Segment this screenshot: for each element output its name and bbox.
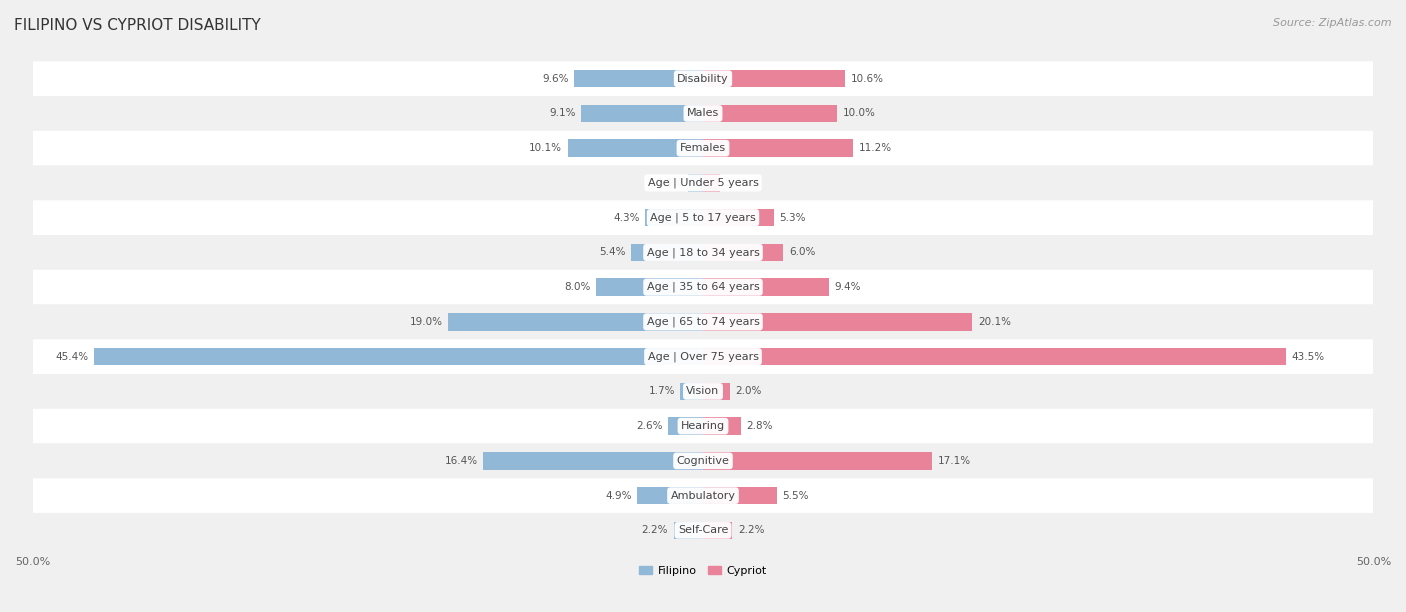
Bar — [703, 487, 776, 504]
Bar — [568, 140, 703, 157]
Text: 6.0%: 6.0% — [789, 247, 815, 258]
Text: 8.0%: 8.0% — [564, 282, 591, 292]
Text: 10.6%: 10.6% — [851, 73, 883, 84]
Text: 2.2%: 2.2% — [738, 525, 765, 536]
Bar — [484, 452, 703, 469]
Bar — [574, 70, 703, 88]
FancyBboxPatch shape — [32, 200, 1374, 235]
Text: Source: ZipAtlas.com: Source: ZipAtlas.com — [1274, 18, 1392, 28]
Text: 4.3%: 4.3% — [613, 212, 640, 223]
Text: FILIPINO VS CYPRIOT DISABILITY: FILIPINO VS CYPRIOT DISABILITY — [14, 18, 260, 34]
Bar — [703, 382, 730, 400]
Text: Disability: Disability — [678, 73, 728, 84]
Bar — [681, 382, 703, 400]
Text: 9.1%: 9.1% — [550, 108, 575, 119]
Text: 10.1%: 10.1% — [529, 143, 562, 153]
Legend: Filipino, Cypriot: Filipino, Cypriot — [634, 561, 772, 580]
Text: 9.4%: 9.4% — [834, 282, 860, 292]
Text: 1.3%: 1.3% — [725, 178, 752, 188]
Text: Age | 18 to 34 years: Age | 18 to 34 years — [647, 247, 759, 258]
Bar — [703, 452, 932, 469]
Text: 16.4%: 16.4% — [444, 456, 478, 466]
Text: 19.0%: 19.0% — [411, 317, 443, 327]
Text: Age | 35 to 64 years: Age | 35 to 64 years — [647, 282, 759, 293]
Text: Age | 5 to 17 years: Age | 5 to 17 years — [650, 212, 756, 223]
Bar — [703, 521, 733, 539]
Text: Vision: Vision — [686, 386, 720, 397]
FancyBboxPatch shape — [32, 61, 1374, 96]
Bar — [703, 105, 837, 122]
Bar — [673, 521, 703, 539]
Bar — [703, 140, 853, 157]
Text: 10.0%: 10.0% — [842, 108, 876, 119]
Text: 2.6%: 2.6% — [637, 421, 662, 431]
Bar — [703, 417, 741, 435]
Bar — [703, 313, 973, 330]
Bar — [631, 244, 703, 261]
Bar — [581, 105, 703, 122]
FancyBboxPatch shape — [32, 131, 1374, 166]
FancyBboxPatch shape — [32, 235, 1374, 270]
Text: 1.1%: 1.1% — [657, 178, 683, 188]
Text: Males: Males — [688, 108, 718, 119]
FancyBboxPatch shape — [32, 270, 1374, 305]
Text: 11.2%: 11.2% — [859, 143, 891, 153]
FancyBboxPatch shape — [32, 339, 1374, 374]
Text: Age | 65 to 74 years: Age | 65 to 74 years — [647, 316, 759, 327]
Bar — [703, 278, 830, 296]
Bar — [689, 174, 703, 192]
Bar — [703, 174, 720, 192]
Text: 20.1%: 20.1% — [977, 317, 1011, 327]
Bar — [94, 348, 703, 365]
Text: Ambulatory: Ambulatory — [671, 491, 735, 501]
FancyBboxPatch shape — [32, 96, 1374, 131]
Text: Age | Over 75 years: Age | Over 75 years — [648, 351, 758, 362]
Text: Self-Care: Self-Care — [678, 525, 728, 536]
FancyBboxPatch shape — [32, 478, 1374, 513]
FancyBboxPatch shape — [32, 409, 1374, 444]
Text: Age | Under 5 years: Age | Under 5 years — [648, 177, 758, 188]
Bar — [703, 209, 775, 226]
Text: 5.5%: 5.5% — [782, 491, 808, 501]
Text: Cognitive: Cognitive — [676, 456, 730, 466]
Text: 45.4%: 45.4% — [56, 352, 89, 362]
Text: 2.2%: 2.2% — [641, 525, 668, 536]
Bar — [668, 417, 703, 435]
Bar — [703, 244, 783, 261]
Bar — [596, 278, 703, 296]
FancyBboxPatch shape — [32, 166, 1374, 200]
FancyBboxPatch shape — [32, 305, 1374, 339]
Text: 4.9%: 4.9% — [606, 491, 631, 501]
Bar — [449, 313, 703, 330]
Bar — [637, 487, 703, 504]
Text: 5.4%: 5.4% — [599, 247, 626, 258]
Text: Females: Females — [681, 143, 725, 153]
Text: Hearing: Hearing — [681, 421, 725, 431]
Text: 2.0%: 2.0% — [735, 386, 762, 397]
Bar — [645, 209, 703, 226]
FancyBboxPatch shape — [32, 374, 1374, 409]
FancyBboxPatch shape — [32, 513, 1374, 548]
Text: 1.7%: 1.7% — [648, 386, 675, 397]
Text: 43.5%: 43.5% — [1292, 352, 1324, 362]
Text: 17.1%: 17.1% — [938, 456, 970, 466]
Text: 2.8%: 2.8% — [747, 421, 772, 431]
FancyBboxPatch shape — [32, 444, 1374, 478]
Text: 9.6%: 9.6% — [543, 73, 569, 84]
Bar — [703, 348, 1286, 365]
Text: 5.3%: 5.3% — [779, 212, 806, 223]
Bar — [703, 70, 845, 88]
